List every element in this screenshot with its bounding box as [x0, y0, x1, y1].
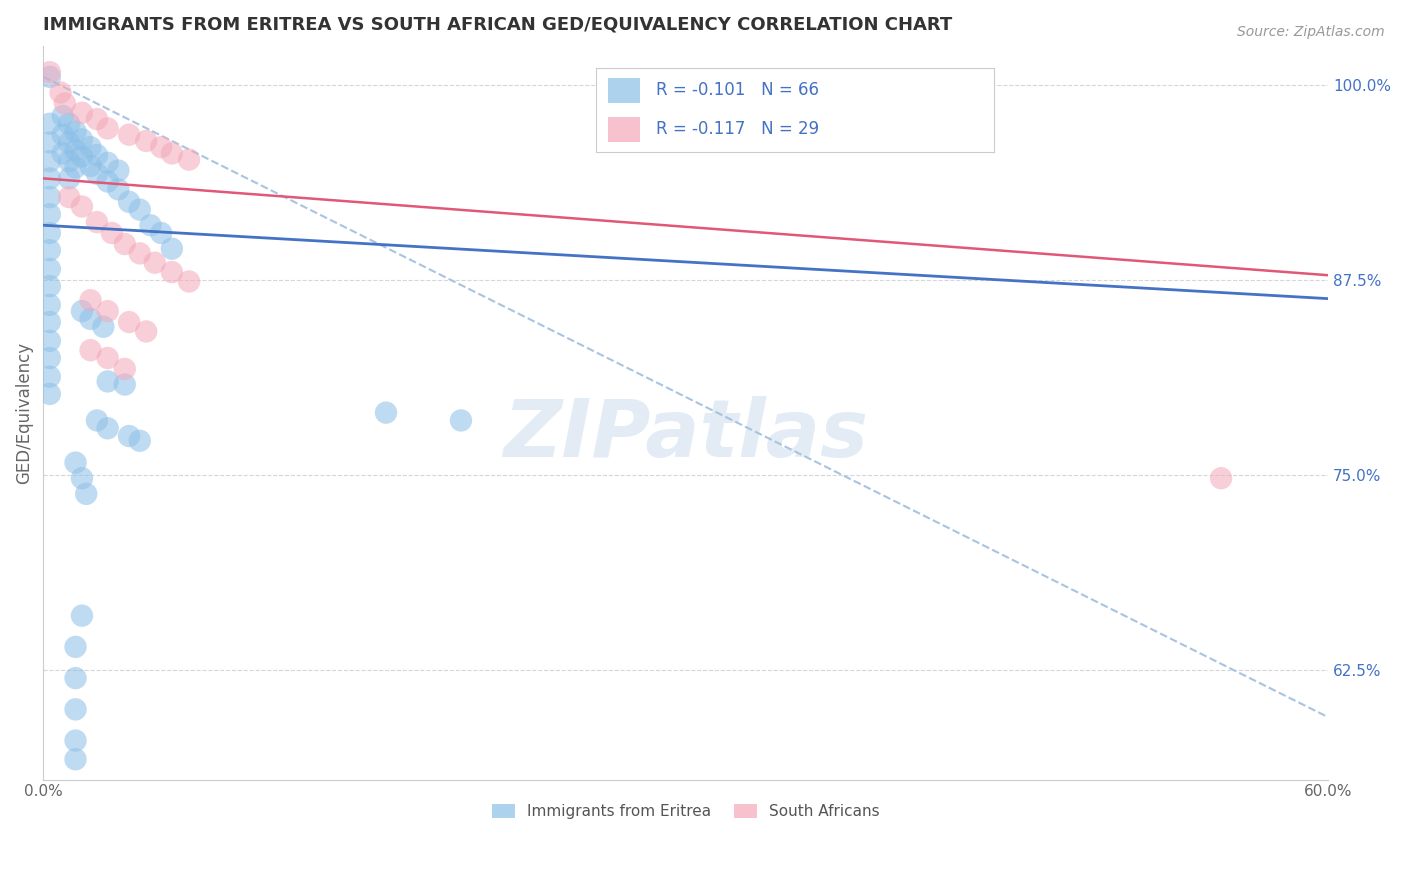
Point	[38, 226, 60, 240]
Point	[70, 200, 93, 214]
Point	[114, 237, 136, 252]
Point	[79, 159, 101, 173]
Point	[177, 153, 200, 167]
Point	[38, 315, 60, 329]
Point	[97, 375, 120, 389]
Point	[38, 279, 60, 293]
Point	[128, 246, 150, 260]
Point	[118, 194, 141, 209]
Point	[150, 140, 173, 154]
Point	[118, 315, 141, 329]
Point	[65, 733, 87, 747]
Point	[118, 128, 141, 142]
Point	[65, 671, 87, 685]
Point	[58, 117, 80, 131]
Point	[58, 190, 80, 204]
Point	[38, 136, 60, 150]
Point	[128, 434, 150, 448]
Point	[52, 109, 75, 123]
Point	[58, 136, 80, 150]
Point	[128, 202, 150, 217]
Point	[70, 105, 93, 120]
Point	[79, 293, 101, 308]
Point	[52, 128, 75, 142]
Point	[65, 456, 87, 470]
Point	[70, 132, 93, 146]
Point	[79, 312, 101, 326]
Point	[97, 421, 120, 435]
Point	[65, 161, 87, 175]
Point	[375, 406, 398, 420]
Point	[97, 121, 120, 136]
Point	[38, 298, 60, 312]
Legend: Immigrants from Eritrea, South Africans: Immigrants from Eritrea, South Africans	[484, 797, 887, 827]
Point	[135, 134, 157, 148]
Point	[49, 86, 72, 100]
Point	[52, 146, 75, 161]
Point	[118, 429, 141, 443]
Point	[97, 351, 120, 365]
Point	[1209, 471, 1232, 485]
Point	[38, 171, 60, 186]
Point	[38, 65, 60, 79]
Point	[38, 262, 60, 277]
Point	[86, 167, 108, 181]
Point	[38, 334, 60, 348]
Point	[65, 124, 87, 138]
Point	[107, 182, 129, 196]
Point	[38, 70, 60, 84]
Point	[38, 351, 60, 365]
Point	[79, 343, 101, 358]
Point	[65, 752, 87, 766]
Point	[139, 219, 162, 233]
Point	[38, 244, 60, 258]
Point	[135, 325, 157, 339]
Point	[450, 413, 472, 427]
Point	[150, 226, 173, 240]
Text: ZIPatlas: ZIPatlas	[503, 396, 869, 474]
Point	[38, 387, 60, 401]
Point	[114, 362, 136, 376]
Point	[65, 640, 87, 654]
Y-axis label: GED/Equivalency: GED/Equivalency	[15, 342, 32, 483]
Point	[114, 377, 136, 392]
Point	[97, 175, 120, 189]
Point	[79, 140, 101, 154]
Point	[70, 608, 93, 623]
Point	[160, 265, 183, 279]
Point	[70, 304, 93, 318]
Point	[107, 163, 129, 178]
Point	[177, 275, 200, 289]
Point	[97, 155, 120, 169]
Point	[70, 471, 93, 485]
Point	[38, 369, 60, 384]
Point	[846, 124, 869, 138]
Point	[58, 154, 80, 169]
Point	[38, 207, 60, 221]
Point	[65, 702, 87, 716]
Point	[86, 215, 108, 229]
Point	[160, 146, 183, 161]
Point	[101, 226, 124, 240]
Point	[53, 96, 76, 111]
Point	[143, 256, 166, 270]
Point	[38, 190, 60, 204]
Point	[75, 487, 97, 501]
Point	[65, 143, 87, 157]
Point	[86, 148, 108, 162]
Point	[58, 171, 80, 186]
Point	[86, 413, 108, 427]
Point	[160, 242, 183, 256]
Point	[93, 319, 115, 334]
Text: Source: ZipAtlas.com: Source: ZipAtlas.com	[1237, 25, 1385, 39]
Point	[86, 112, 108, 126]
Point	[70, 149, 93, 163]
Point	[97, 304, 120, 318]
Point	[38, 117, 60, 131]
Text: IMMIGRANTS FROM ERITREA VS SOUTH AFRICAN GED/EQUIVALENCY CORRELATION CHART: IMMIGRANTS FROM ERITREA VS SOUTH AFRICAN…	[44, 15, 953, 33]
Point	[38, 154, 60, 169]
